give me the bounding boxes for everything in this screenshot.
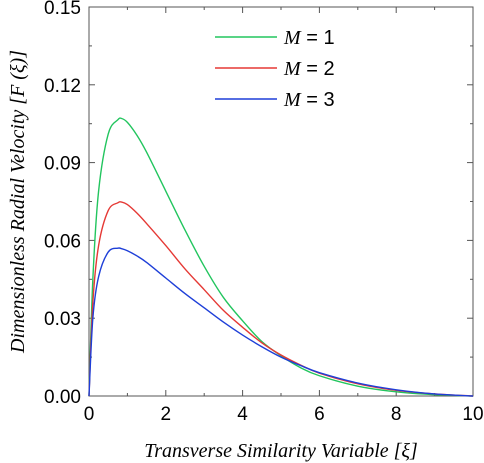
- x-tick-label: 6: [314, 404, 325, 425]
- y-tick-label: 0.00: [44, 387, 81, 408]
- series-line-m3: [88, 247, 474, 397]
- legend-label: M = 3: [283, 89, 335, 111]
- legend-variable: M: [283, 58, 302, 80]
- axes: 0 2 4 6 8 10 0.00 0.03 0.06 0.09 0.12 0.15: [44, 0, 484, 425]
- plot-frame: [88, 6, 474, 397]
- series-line-m1: [88, 117, 474, 397]
- x-tick-label: 10: [462, 404, 483, 425]
- x-axis-title: Transverse Similarity Variable [ξ]: [144, 440, 418, 462]
- legend: M = 1M = 2M = 3: [215, 27, 335, 111]
- legend-value: = 3: [301, 89, 335, 111]
- y-tick-label: 0.12: [44, 76, 81, 97]
- y-axis-title: Dimensionless Radial Velocity [F (ξ)]: [7, 50, 29, 354]
- x-tick-label: 4: [237, 404, 248, 425]
- legend-value: = 2: [301, 58, 335, 80]
- legend-value: = 1: [301, 27, 335, 49]
- y-tick-label: 0.09: [44, 154, 81, 175]
- y-tick-label: 0.15: [44, 0, 81, 19]
- legend-label: M = 1: [283, 27, 335, 49]
- series-line-m2: [88, 201, 474, 397]
- legend-label: M = 2: [283, 58, 335, 80]
- x-tick-label: 2: [161, 404, 172, 425]
- y-tick-label: 0.03: [44, 309, 81, 330]
- x-tick-label: 8: [391, 404, 402, 425]
- y-tick-label: 0.06: [44, 231, 81, 252]
- x-tick-label: 0: [84, 404, 95, 425]
- series-lines: [88, 117, 474, 397]
- legend-variable: M: [283, 27, 302, 49]
- legend-variable: M: [283, 89, 302, 111]
